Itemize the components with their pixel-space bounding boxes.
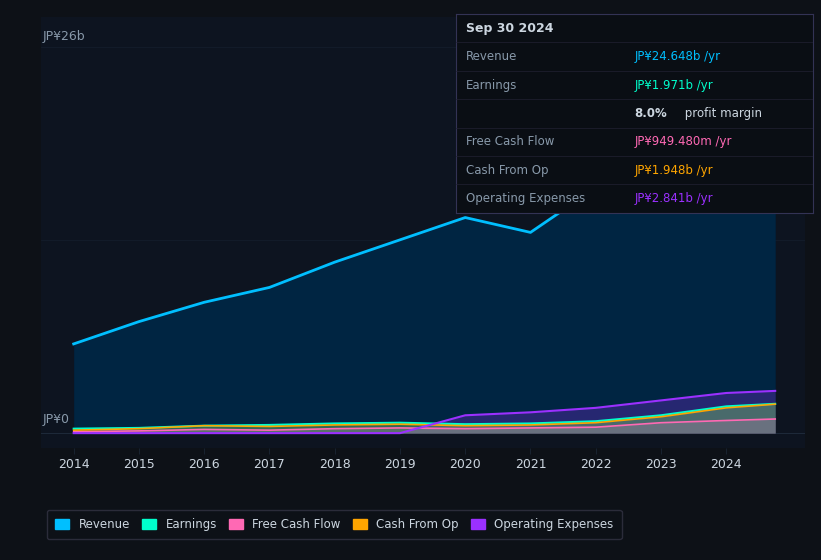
Text: JP¥949.480m /yr: JP¥949.480m /yr xyxy=(635,136,732,148)
Text: JP¥0: JP¥0 xyxy=(43,413,70,427)
Text: JP¥1.971b /yr: JP¥1.971b /yr xyxy=(635,78,713,91)
Text: JP¥26b: JP¥26b xyxy=(43,30,85,43)
Text: Revenue: Revenue xyxy=(466,50,518,63)
Text: Operating Expenses: Operating Expenses xyxy=(466,192,585,205)
Text: profit margin: profit margin xyxy=(681,107,762,120)
Legend: Revenue, Earnings, Free Cash Flow, Cash From Op, Operating Expenses: Revenue, Earnings, Free Cash Flow, Cash … xyxy=(47,510,621,539)
Text: 8.0%: 8.0% xyxy=(635,107,667,120)
Text: Free Cash Flow: Free Cash Flow xyxy=(466,136,555,148)
Text: Earnings: Earnings xyxy=(466,78,518,91)
Text: JP¥2.841b /yr: JP¥2.841b /yr xyxy=(635,192,713,205)
Text: Cash From Op: Cash From Op xyxy=(466,164,549,177)
Text: JP¥1.948b /yr: JP¥1.948b /yr xyxy=(635,164,713,177)
Text: JP¥24.648b /yr: JP¥24.648b /yr xyxy=(635,50,720,63)
Text: Sep 30 2024: Sep 30 2024 xyxy=(466,22,554,35)
